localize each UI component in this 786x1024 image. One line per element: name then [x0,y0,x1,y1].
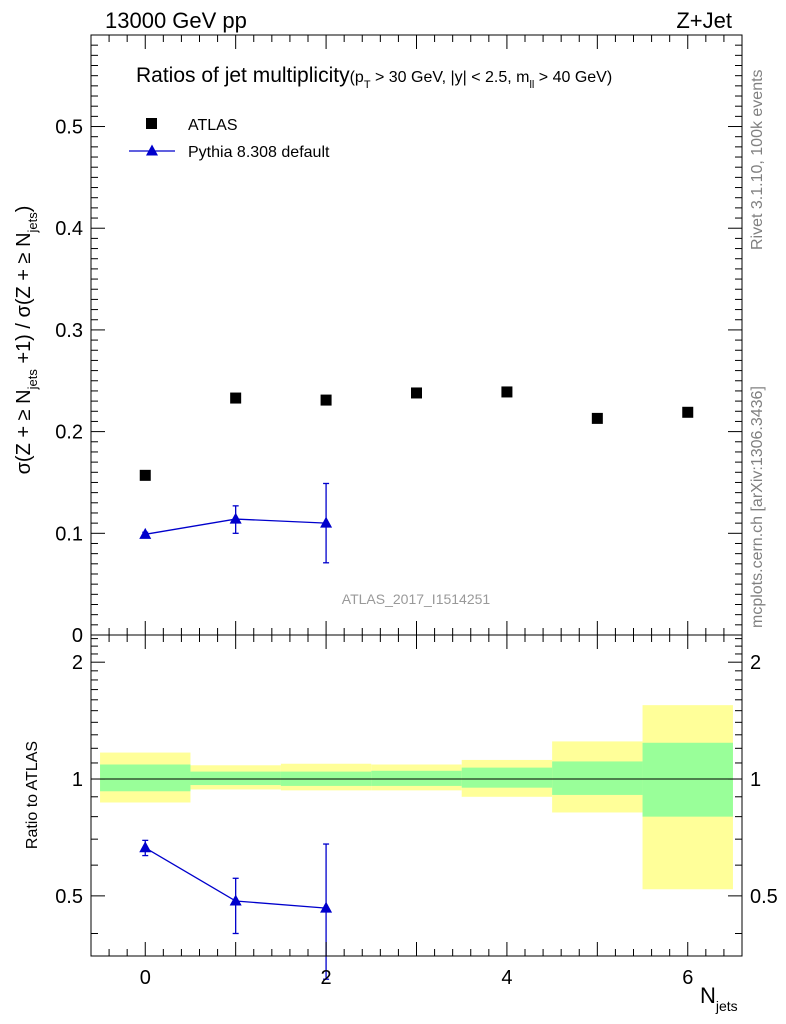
atlas-data-point [139,469,151,481]
legend-pythia-label: Pythia 8.308 default [188,144,330,161]
main-y-tick-label: 0 [72,625,83,647]
pythia-data-point [139,527,152,539]
ratio-pythia-point [320,901,333,913]
main-y-tick-label: 0.4 [55,218,83,240]
main-axes: 0 0.1 0.2 0.3 0.4 0.5 [55,34,742,647]
x-tick-label: 2 [321,967,332,989]
atlas-data-point [230,392,242,404]
ratio-inner-band [461,767,553,788]
ratio-pythia-point [139,841,152,853]
atlas-data-point [591,412,603,424]
x-axis-label: Njets [700,983,738,1014]
ratio-y-tick-label-right: 1 [750,769,761,791]
atlas-data-point [501,386,513,398]
main-y-tick-label: 0.3 [55,320,83,342]
pythia-data-point [229,512,242,524]
legend-pythia-marker [146,144,158,156]
main-plot-content [139,386,694,564]
ratio-pythia-point [229,894,242,906]
chart-title: Ratios of jet multiplicity(pT > 30 GeV, … [136,64,612,91]
main-y-tick-label: 0.5 [55,117,83,139]
energy-label: 13000 GeV pp [105,8,247,33]
ratio-inner-band [190,771,281,786]
rivet-version-label: Rivet 3.1.10, 100k events [749,69,766,250]
ratio-y-tick-label-right: 0.5 [750,886,778,908]
main-y-axis-label: σ(Z + ≥ Njets +1) / σ(Z + ≥ Njets) [13,206,40,475]
chart-title-cuts: (pT > 30 GeV, |y| < 2.5, mll > 40 GeV) [350,69,613,91]
main-y-tick-label: 0.1 [55,523,83,545]
ratio-bands [100,705,733,890]
x-tick-label: 4 [501,967,512,989]
ratio-inner-band [100,764,191,792]
ratio-axes: 0.5 0.5 1 1 2 2 0 2 4 6 [55,635,778,989]
x-tick-label: 6 [682,967,693,989]
legend: ATLAS Pythia 8.308 default [129,117,330,161]
ratio-panel: 0.5 0.5 1 1 2 2 0 2 4 6 Ratio to ATLAS Njets [24,634,778,1014]
ratio-y-axis-label: Ratio to ATLAS [24,741,41,849]
ratio-inner-band [642,742,733,817]
atlas-data-point [682,406,694,418]
analysis-tag: ATLAS_2017_I1514251 [342,591,491,607]
chart-title-main: Ratios of jet multiplicity [136,64,350,87]
x-tick-label: 0 [140,967,151,989]
ratio-plot-content [91,778,742,980]
mcplots-label: mcplots.cern.ch [arXiv:1306.3436] [749,386,766,628]
ratio-y-tick-label: 0.5 [55,886,83,908]
process-label: Z+Jet [676,8,732,33]
atlas-data-point [320,394,332,406]
ratio-y-tick-label-right: 2 [750,652,761,674]
ratio-y-tick-label: 1 [72,769,83,791]
atlas-data-point [411,387,422,399]
pythia-data-point [320,516,333,528]
ratio-inner-band [371,770,462,786]
ratio-inner-band [552,761,643,795]
legend-atlas-marker [146,118,157,129]
main-panel: 0 0.1 0.2 0.3 0.4 0.5 Ratios of jet multiplic… [13,34,743,647]
ratio-y-tick-label: 2 [72,652,83,674]
legend-atlas-label: ATLAS [188,117,238,134]
main-y-tick-label: 0.2 [55,422,83,444]
